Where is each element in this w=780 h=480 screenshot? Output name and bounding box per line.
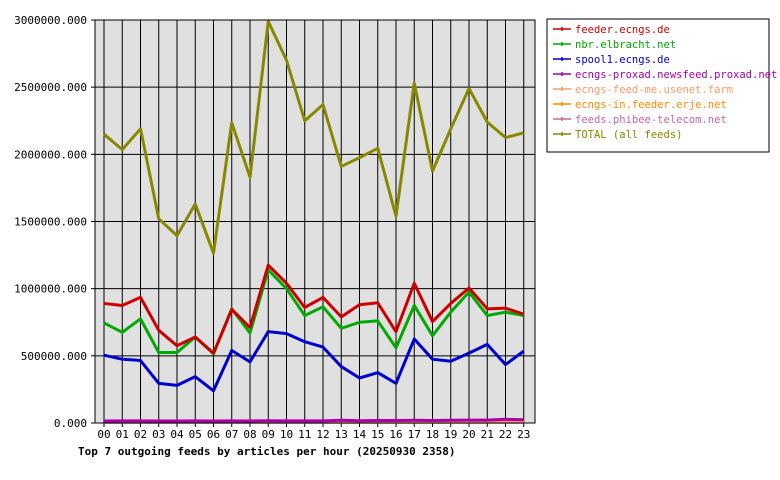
legend-entry-label: ecngs-in.feeder.erje.net	[575, 99, 727, 111]
x-tick-label: 22	[499, 428, 512, 441]
y-tick-label: 3000000.000	[14, 14, 87, 27]
series-line	[103, 268, 525, 356]
x-tick-label: 08	[243, 428, 256, 441]
x-tick-label: 07	[225, 428, 238, 441]
series-line	[103, 263, 525, 355]
plot-border	[94, 19, 536, 424]
series-line	[103, 417, 524, 423]
y-tick-label: 1500000.000	[14, 216, 87, 229]
x-axis: 00 01 02 03 04 05 06 07 08 09 10 11 12 13 14 15 16 17 18 19…	[97, 423, 530, 441]
series-lines	[103, 19, 525, 424]
x-tick-label: 04	[170, 428, 184, 441]
legend-box	[546, 18, 770, 153]
y-tick-label: 0.000	[54, 417, 87, 430]
x-tick-label: 11	[298, 428, 311, 441]
x-tick-label: 00	[97, 428, 110, 441]
y-tick-label: 1000000.000	[14, 283, 87, 296]
y-tick-label: 500000.000	[21, 350, 87, 363]
x-tick-label: 10	[280, 428, 293, 441]
legend-entry-label: feeds.phibee-telecom.net	[575, 114, 727, 126]
y-tick-label: 2000000.000	[14, 148, 87, 161]
legend-entry-label: feeder.ecngs.de	[575, 24, 670, 36]
x-tick-label: 19	[444, 428, 457, 441]
x-tick-label: 18	[426, 428, 439, 441]
x-tick-label: 21	[481, 428, 494, 441]
x-tick-label: 06	[207, 428, 220, 441]
y-axis: 0.000 500000.000 1000000.000 1500000.000 200…	[14, 14, 95, 430]
x-tick-label: 01	[116, 428, 129, 441]
x-tick-label: 12	[316, 428, 329, 441]
x-tick-label: 14	[353, 428, 367, 441]
x-tick-label: 02	[134, 428, 147, 441]
x-tick-label: 20	[462, 428, 475, 441]
x-tick-label: 03	[152, 428, 165, 441]
legend-entry-label: spool1.ecngs.de	[575, 54, 670, 66]
x-tick-label: 05	[189, 428, 202, 441]
x-tick-label: 16	[389, 428, 402, 441]
legend-entry-label: ecngs-proxad.newsfeed.proxad.net	[575, 69, 777, 81]
legend: feeder.ecngs.de nbr.elbracht.net spool1.ec…	[546, 18, 777, 153]
series-line	[103, 330, 525, 393]
legend-entry-label: nbr.elbracht.net	[575, 39, 676, 51]
legend-entry-label: ecngs-feed-me.usenet.farm	[575, 84, 733, 96]
x-tick-label: 17	[408, 428, 421, 441]
chart-title: Top 7 outgoing feeds by articles per hou…	[78, 445, 456, 458]
series-line	[103, 19, 525, 255]
legend-entry-label: TOTAL (all feeds)	[575, 129, 682, 141]
x-tick-label: 09	[262, 428, 275, 441]
x-tick-label: 15	[371, 428, 384, 441]
y-tick-label: 2500000.000	[14, 81, 87, 94]
x-tick-label: 13	[335, 428, 348, 441]
x-tick-label: 23	[517, 428, 530, 441]
